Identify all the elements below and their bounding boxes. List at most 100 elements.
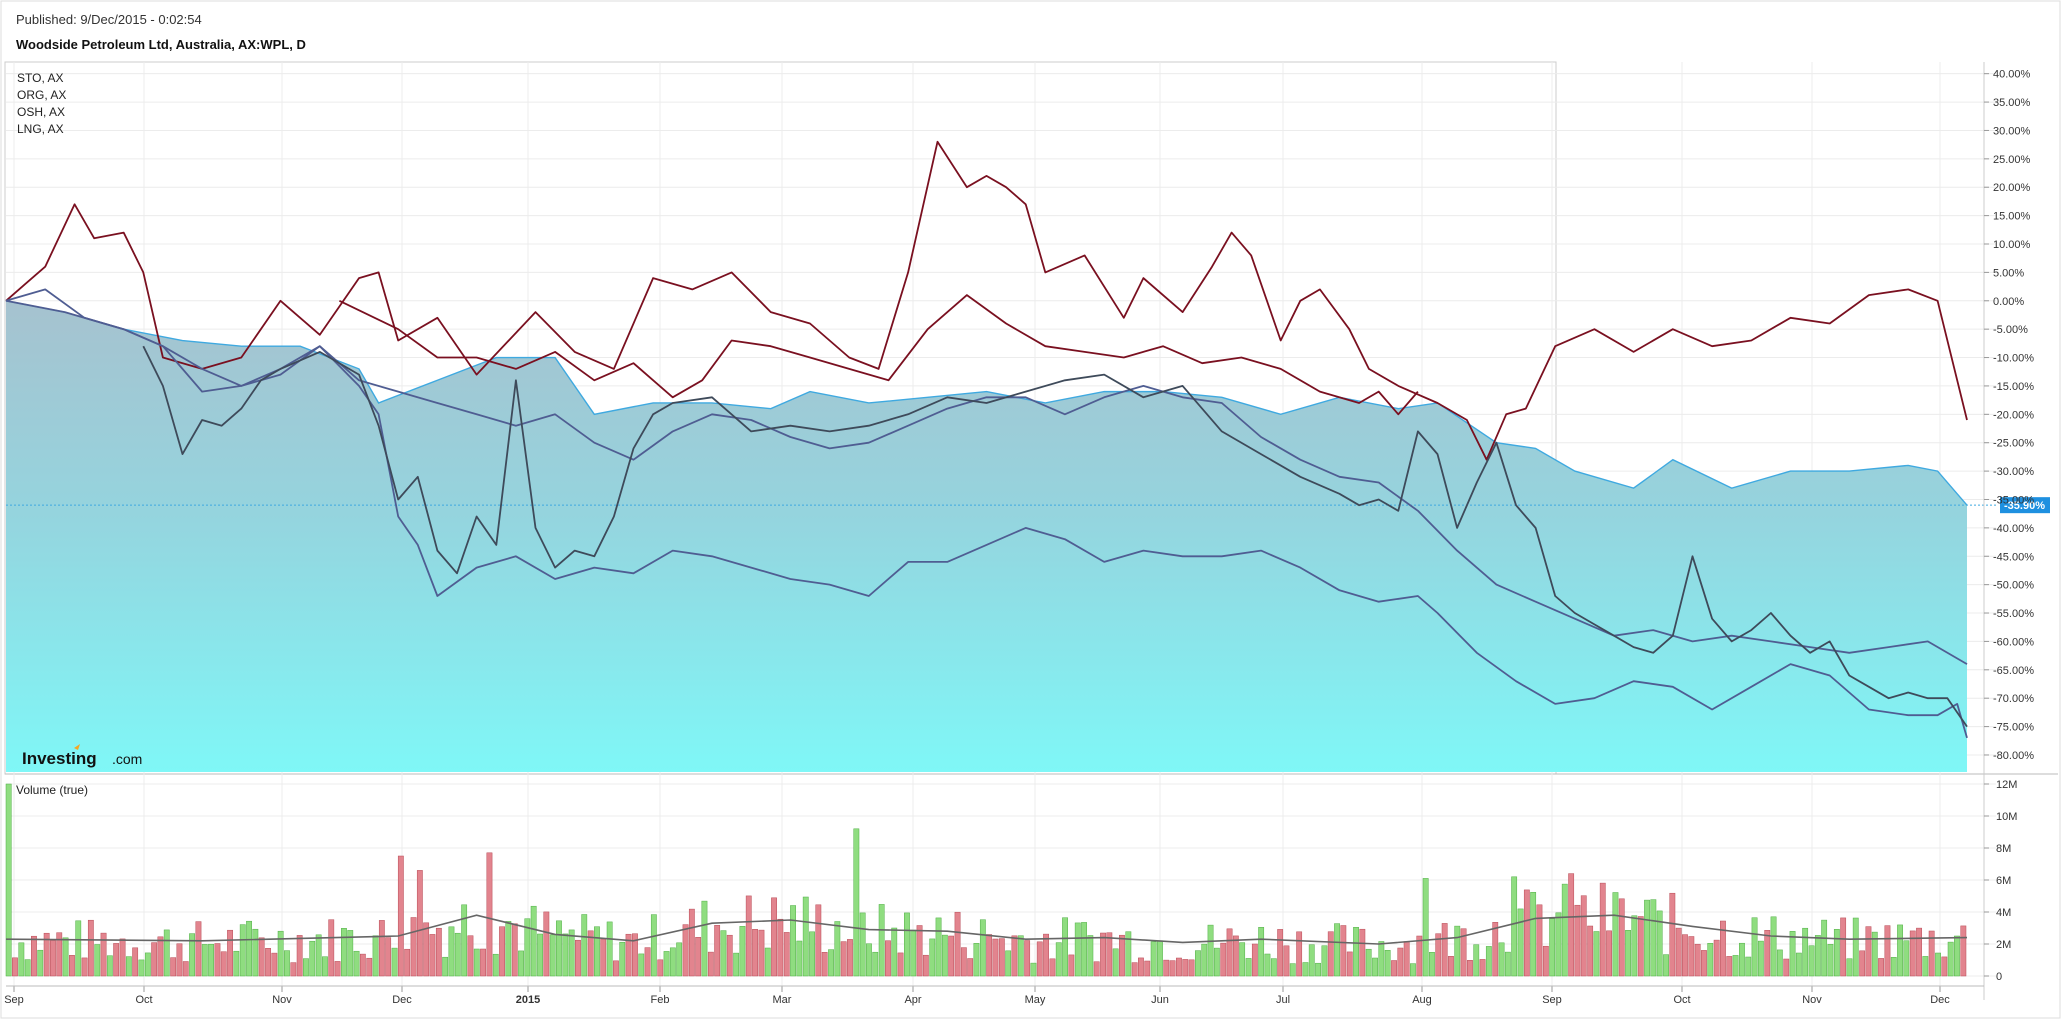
volume-bar [81, 957, 88, 977]
volume-bar [1637, 916, 1644, 977]
volume-bar [1916, 927, 1922, 977]
volume-bar [1112, 948, 1119, 977]
volume-bar [1460, 928, 1467, 977]
logo-mark [74, 744, 80, 750]
volume-bar [315, 934, 322, 977]
volume-bar [239, 924, 246, 977]
volume-bar [1498, 942, 1505, 977]
volume-bar [125, 956, 132, 977]
volume-bar [1245, 958, 1252, 977]
volume-bar [726, 934, 733, 977]
volume-bar [1840, 917, 1847, 977]
volume-bar [859, 912, 866, 977]
volume-bar [448, 926, 455, 977]
volume-bar [1315, 962, 1321, 977]
volume-bar [1448, 956, 1454, 977]
y-tick-label: 30.00% [1993, 125, 2031, 137]
volume-bar [151, 942, 158, 977]
volume-bar [745, 895, 752, 977]
volume-bar [277, 930, 284, 977]
y-tick-label: -60.00% [1993, 636, 2034, 648]
x-axis: Sep Oct Nov Dec 2015 Feb Mar Apr May Jun Jul Aug Sep… [4, 985, 1984, 1006]
volume-title: Volume (true) [16, 783, 88, 797]
x-tick-label: Oct [1673, 994, 1690, 1006]
y-tick-label: 25.00% [1993, 154, 2031, 166]
y-tick-label: -45.00% [1993, 551, 2034, 563]
volume-bar [1871, 931, 1878, 977]
x-tick-label: Mar [773, 994, 792, 1006]
investing-logo: Investing .com [22, 744, 142, 768]
volume-bar [1283, 945, 1290, 977]
volume-bar [764, 947, 771, 977]
volume-bar [106, 955, 113, 977]
volume-bar [1890, 957, 1897, 977]
volume-bar [5, 783, 12, 977]
y-tick-label: 5.00% [1993, 267, 2024, 279]
volume-bar [157, 936, 164, 977]
y-tick-label: -65.00% [1993, 665, 2034, 677]
volume-bar [43, 932, 50, 977]
volume-bar [1334, 923, 1340, 977]
volume-bar [1346, 951, 1353, 977]
y-tick-label: -75.00% [1993, 722, 2034, 734]
volume-bar [1833, 929, 1840, 977]
volume-bar [720, 930, 727, 977]
volume-bar [18, 942, 25, 977]
legend: STO, AX ORG, AX OSH, AX LNG, AX [17, 71, 66, 136]
volume-bar [1372, 957, 1378, 977]
volume-bar [246, 920, 252, 977]
volume-bar [1504, 951, 1511, 977]
volume-bar [1144, 960, 1151, 977]
x-tick-label: Aug [1412, 994, 1432, 1006]
volume-bar [144, 952, 151, 977]
volume-bar [132, 947, 139, 977]
volume-bar [1568, 873, 1575, 977]
volume-bar [1157, 940, 1163, 977]
volume-bar [359, 953, 366, 977]
volume-bar [669, 947, 676, 977]
volume-bar [258, 937, 265, 977]
y-tick-label: -5.00% [1993, 324, 2028, 336]
volume-bar [916, 925, 923, 977]
volume-bar [1909, 930, 1916, 977]
logo-suffix: .com [112, 751, 142, 767]
volume-bar [442, 956, 449, 977]
volume-bar [473, 948, 480, 977]
volume-bar [1005, 950, 1012, 977]
logo-text: Investing [22, 749, 97, 768]
y-tick-label: 20.00% [1993, 182, 2031, 194]
volume-bar [1802, 927, 1809, 977]
volume-bar [429, 934, 436, 977]
volume-bar [632, 933, 638, 977]
volume-bar [1492, 922, 1499, 977]
volume-bar [891, 927, 898, 977]
volume-bar [201, 944, 208, 977]
legend-item: ORG, AX [17, 88, 66, 102]
volume-bar [1435, 933, 1442, 977]
volume-bar [1701, 950, 1707, 977]
volume-bar [1606, 930, 1612, 977]
volume-bar [1650, 899, 1657, 977]
volume-bar [1618, 898, 1625, 977]
y-tick-label: -25.00% [1993, 438, 2034, 450]
volume-bar [1024, 940, 1031, 977]
volume-bar [809, 931, 815, 977]
volume-bar [1479, 959, 1486, 977]
volume-bar [1561, 883, 1568, 977]
volume-bar [1119, 934, 1125, 977]
volume-bar [1353, 927, 1359, 977]
vol-tick-label: 4M [1996, 907, 2011, 919]
published-timestamp: Published: 9/Dec/2015 - 0:02:54 [16, 12, 202, 27]
vol-tick-label: 2M [1996, 939, 2011, 951]
volume-bar [296, 935, 303, 977]
volume-panel: Volume (true) [5, 783, 1968, 977]
volume-bar [1675, 927, 1682, 977]
volume-bar [397, 855, 404, 977]
volume-bar [220, 951, 227, 977]
volume-bar [663, 951, 670, 977]
volume-bar [1289, 963, 1296, 977]
volume-bar [1485, 946, 1492, 977]
volume-bar [1745, 956, 1752, 977]
